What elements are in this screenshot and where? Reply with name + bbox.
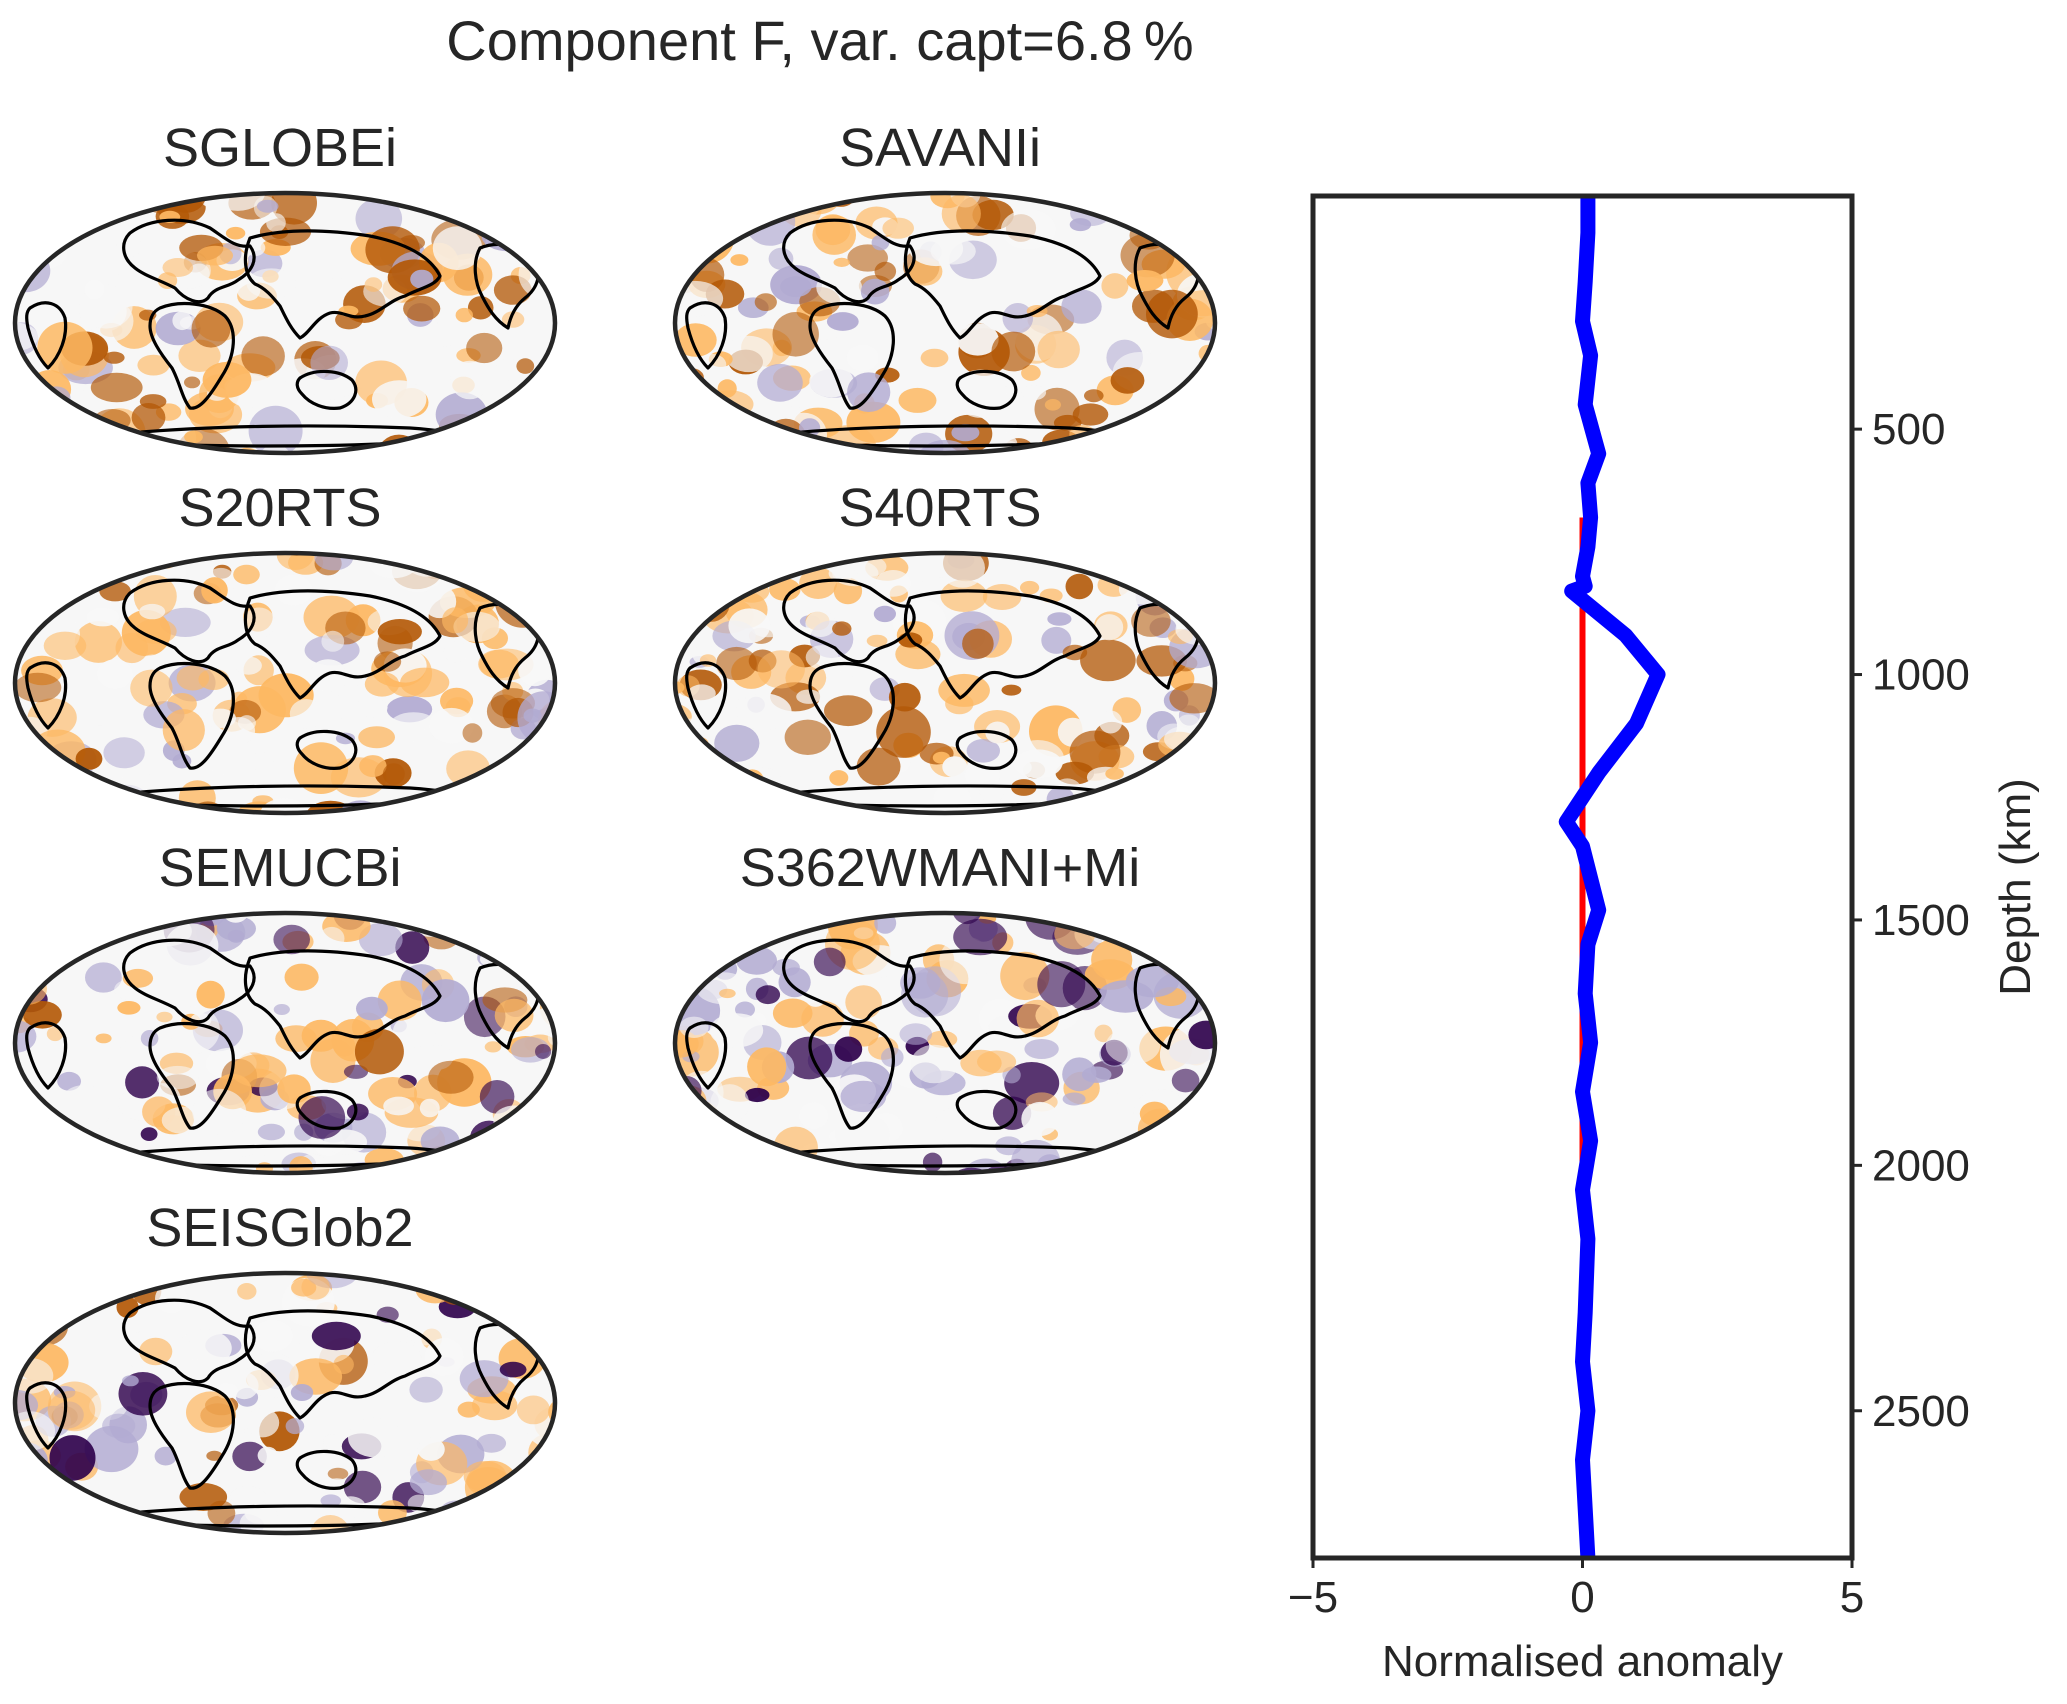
map-panel-sglobei: SGLOBEi <box>0 118 560 458</box>
map-title: SGLOBEi <box>162 118 398 178</box>
map-panel-s20rts: S20RTS <box>0 478 560 818</box>
map-title: SEMUCBi <box>158 838 402 898</box>
y-tick-label: 2000 <box>1872 1141 1970 1190</box>
map-title: S20RTS <box>178 478 382 538</box>
y-tick-label: 500 <box>1872 405 1945 454</box>
map-title: SAVANIi <box>838 118 1042 178</box>
x-tick-label: 5 <box>1840 1573 1864 1622</box>
map-panel-savanii: SAVANIi <box>660 118 1220 458</box>
map-panel-s362wmani-mi: S362WMANI+Mi <box>660 838 1220 1178</box>
tomography-map <box>672 190 1218 456</box>
figure-title: Component F, var. capt=6.8 % <box>446 9 1194 72</box>
y-tick-label: 1000 <box>1872 651 1970 700</box>
y-tick-label: 1500 <box>1872 896 1970 945</box>
tomography-map <box>12 910 558 1176</box>
x-tick-label: 0 <box>1570 1573 1594 1622</box>
profile-series-line <box>1558 196 1666 1559</box>
map-title: S362WMANI+Mi <box>739 838 1141 898</box>
tomography-map <box>672 550 1218 816</box>
map-title: S40RTS <box>838 478 1042 538</box>
y-tick-label: 2500 <box>1872 1387 1970 1436</box>
tomography-map <box>12 190 558 456</box>
tomography-map <box>12 550 558 816</box>
map-title: SEISGlob2 <box>146 1198 414 1258</box>
map-panel-seisglob2: SEISGlob2 <box>0 1198 560 1538</box>
x-axis-label: Normalised anomaly <box>1382 1637 1783 1686</box>
map-panel-semucbi: SEMUCBi <box>0 838 560 1178</box>
y-axis-label: Depth (km) <box>1991 778 2040 996</box>
tomography-map <box>672 910 1218 1176</box>
map-panel-s40rts: S40RTS <box>660 478 1220 818</box>
x-tick-label: −5 <box>1288 1573 1338 1622</box>
tomography-map <box>12 1270 558 1536</box>
